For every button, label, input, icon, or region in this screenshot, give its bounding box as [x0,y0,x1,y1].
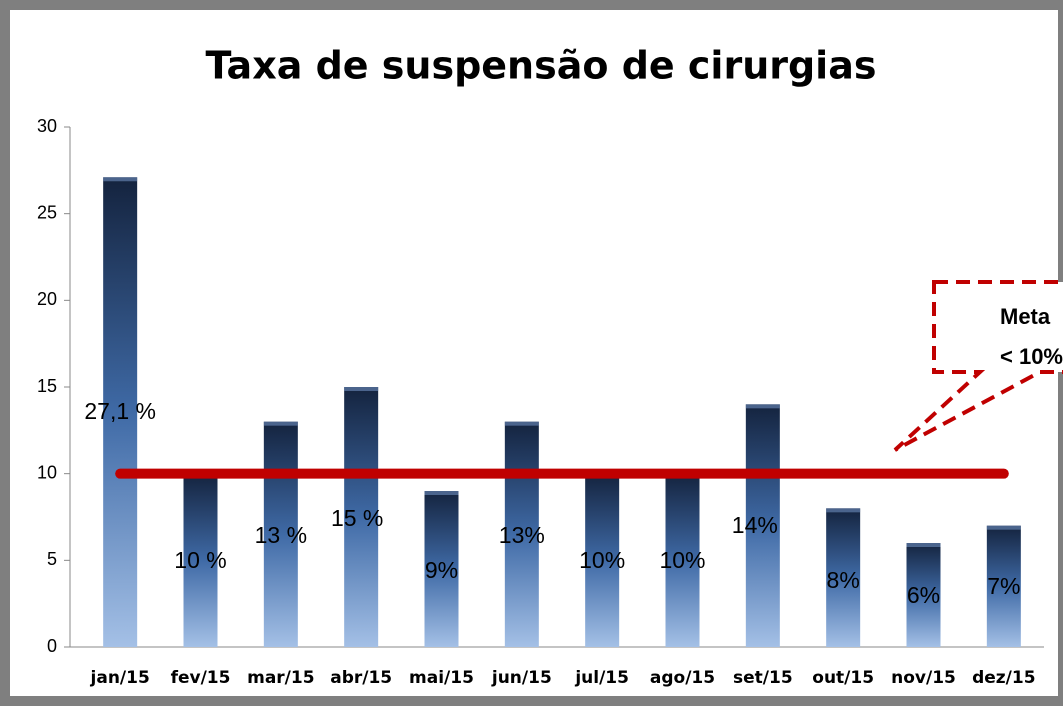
bar-cap [826,508,861,513]
bar-cap [103,177,138,182]
x-tick-label: mar/15 [247,668,314,688]
y-tick-label: 10 [37,462,57,482]
callout-box [893,280,1063,452]
x-tick-label: out/15 [812,668,874,688]
bar [665,473,700,647]
value-label: 6% [907,582,940,608]
x-tick-label: mai/15 [409,668,474,688]
x-tick-label: jul/15 [574,668,629,688]
x-tick-label: jun/15 [491,668,552,688]
bar [424,491,459,647]
value-label: 10% [579,547,625,573]
y-tick-label: 20 [37,289,57,309]
y-tick-label: 0 [47,636,57,656]
bar-cap [344,387,379,391]
annotation: < 10% [1000,344,1063,369]
bar [585,473,620,647]
value-label: 10% [659,547,705,573]
value-label: 7% [987,573,1020,599]
bar [263,421,298,647]
bar-cap [986,525,1021,530]
value-label: 13 % [255,522,307,548]
bar [826,508,861,647]
annotation: Meta [1000,304,1051,329]
value-label: 27,1 % [84,398,156,424]
x-tick-label: dez/15 [972,668,1035,688]
x-tick-label: set/15 [733,668,793,688]
x-tick-label: nov/15 [891,668,956,688]
bar-cap [424,491,459,495]
x-tick-label: jan/15 [90,668,150,688]
bar [344,387,379,647]
bar [183,473,218,647]
y-tick-label: 30 [37,116,57,136]
x-tick-label: ago/15 [650,668,715,688]
value-label: 15 % [331,505,383,531]
bar [986,525,1021,647]
bar-cap [263,421,298,426]
x-tick-label: abr/15 [330,668,392,688]
value-label: 13% [499,522,545,548]
x-tick-label: fev/15 [171,668,231,688]
y-tick-label: 15 [37,376,57,396]
y-tick-label: 25 [37,202,57,222]
bar [745,404,780,647]
chart-title: Taxa de suspensão de cirurgias [206,44,877,88]
value-label: 9% [425,557,458,583]
value-label: 14% [732,512,778,538]
value-label: 10 % [174,547,226,573]
bar [906,543,941,647]
value-label: 8% [827,567,860,593]
bar-cap [504,421,539,426]
y-tick-label: 5 [47,549,57,569]
bar-cap [745,404,780,409]
bar-cap [906,543,941,547]
bar [504,421,539,647]
bar [103,177,138,647]
